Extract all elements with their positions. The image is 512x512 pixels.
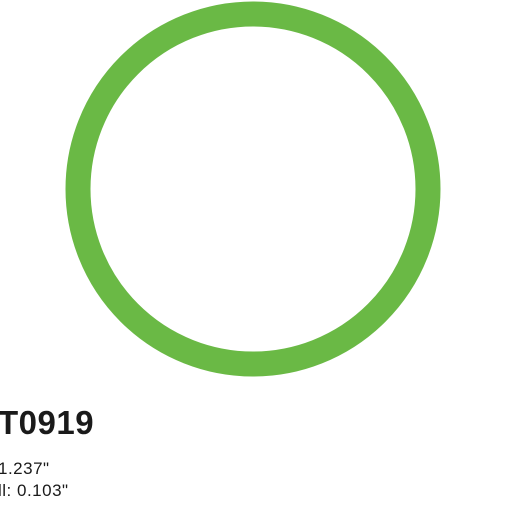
part-number: T0919 (0, 404, 95, 441)
o-ring-shape (65, 1, 441, 377)
wall-thickness-spec: ll: 0.103" (0, 481, 69, 500)
o-ring-graphic (65, 1, 441, 377)
inner-diameter-spec: 1.237" (0, 459, 50, 478)
o-ring-image (60, 0, 444, 384)
